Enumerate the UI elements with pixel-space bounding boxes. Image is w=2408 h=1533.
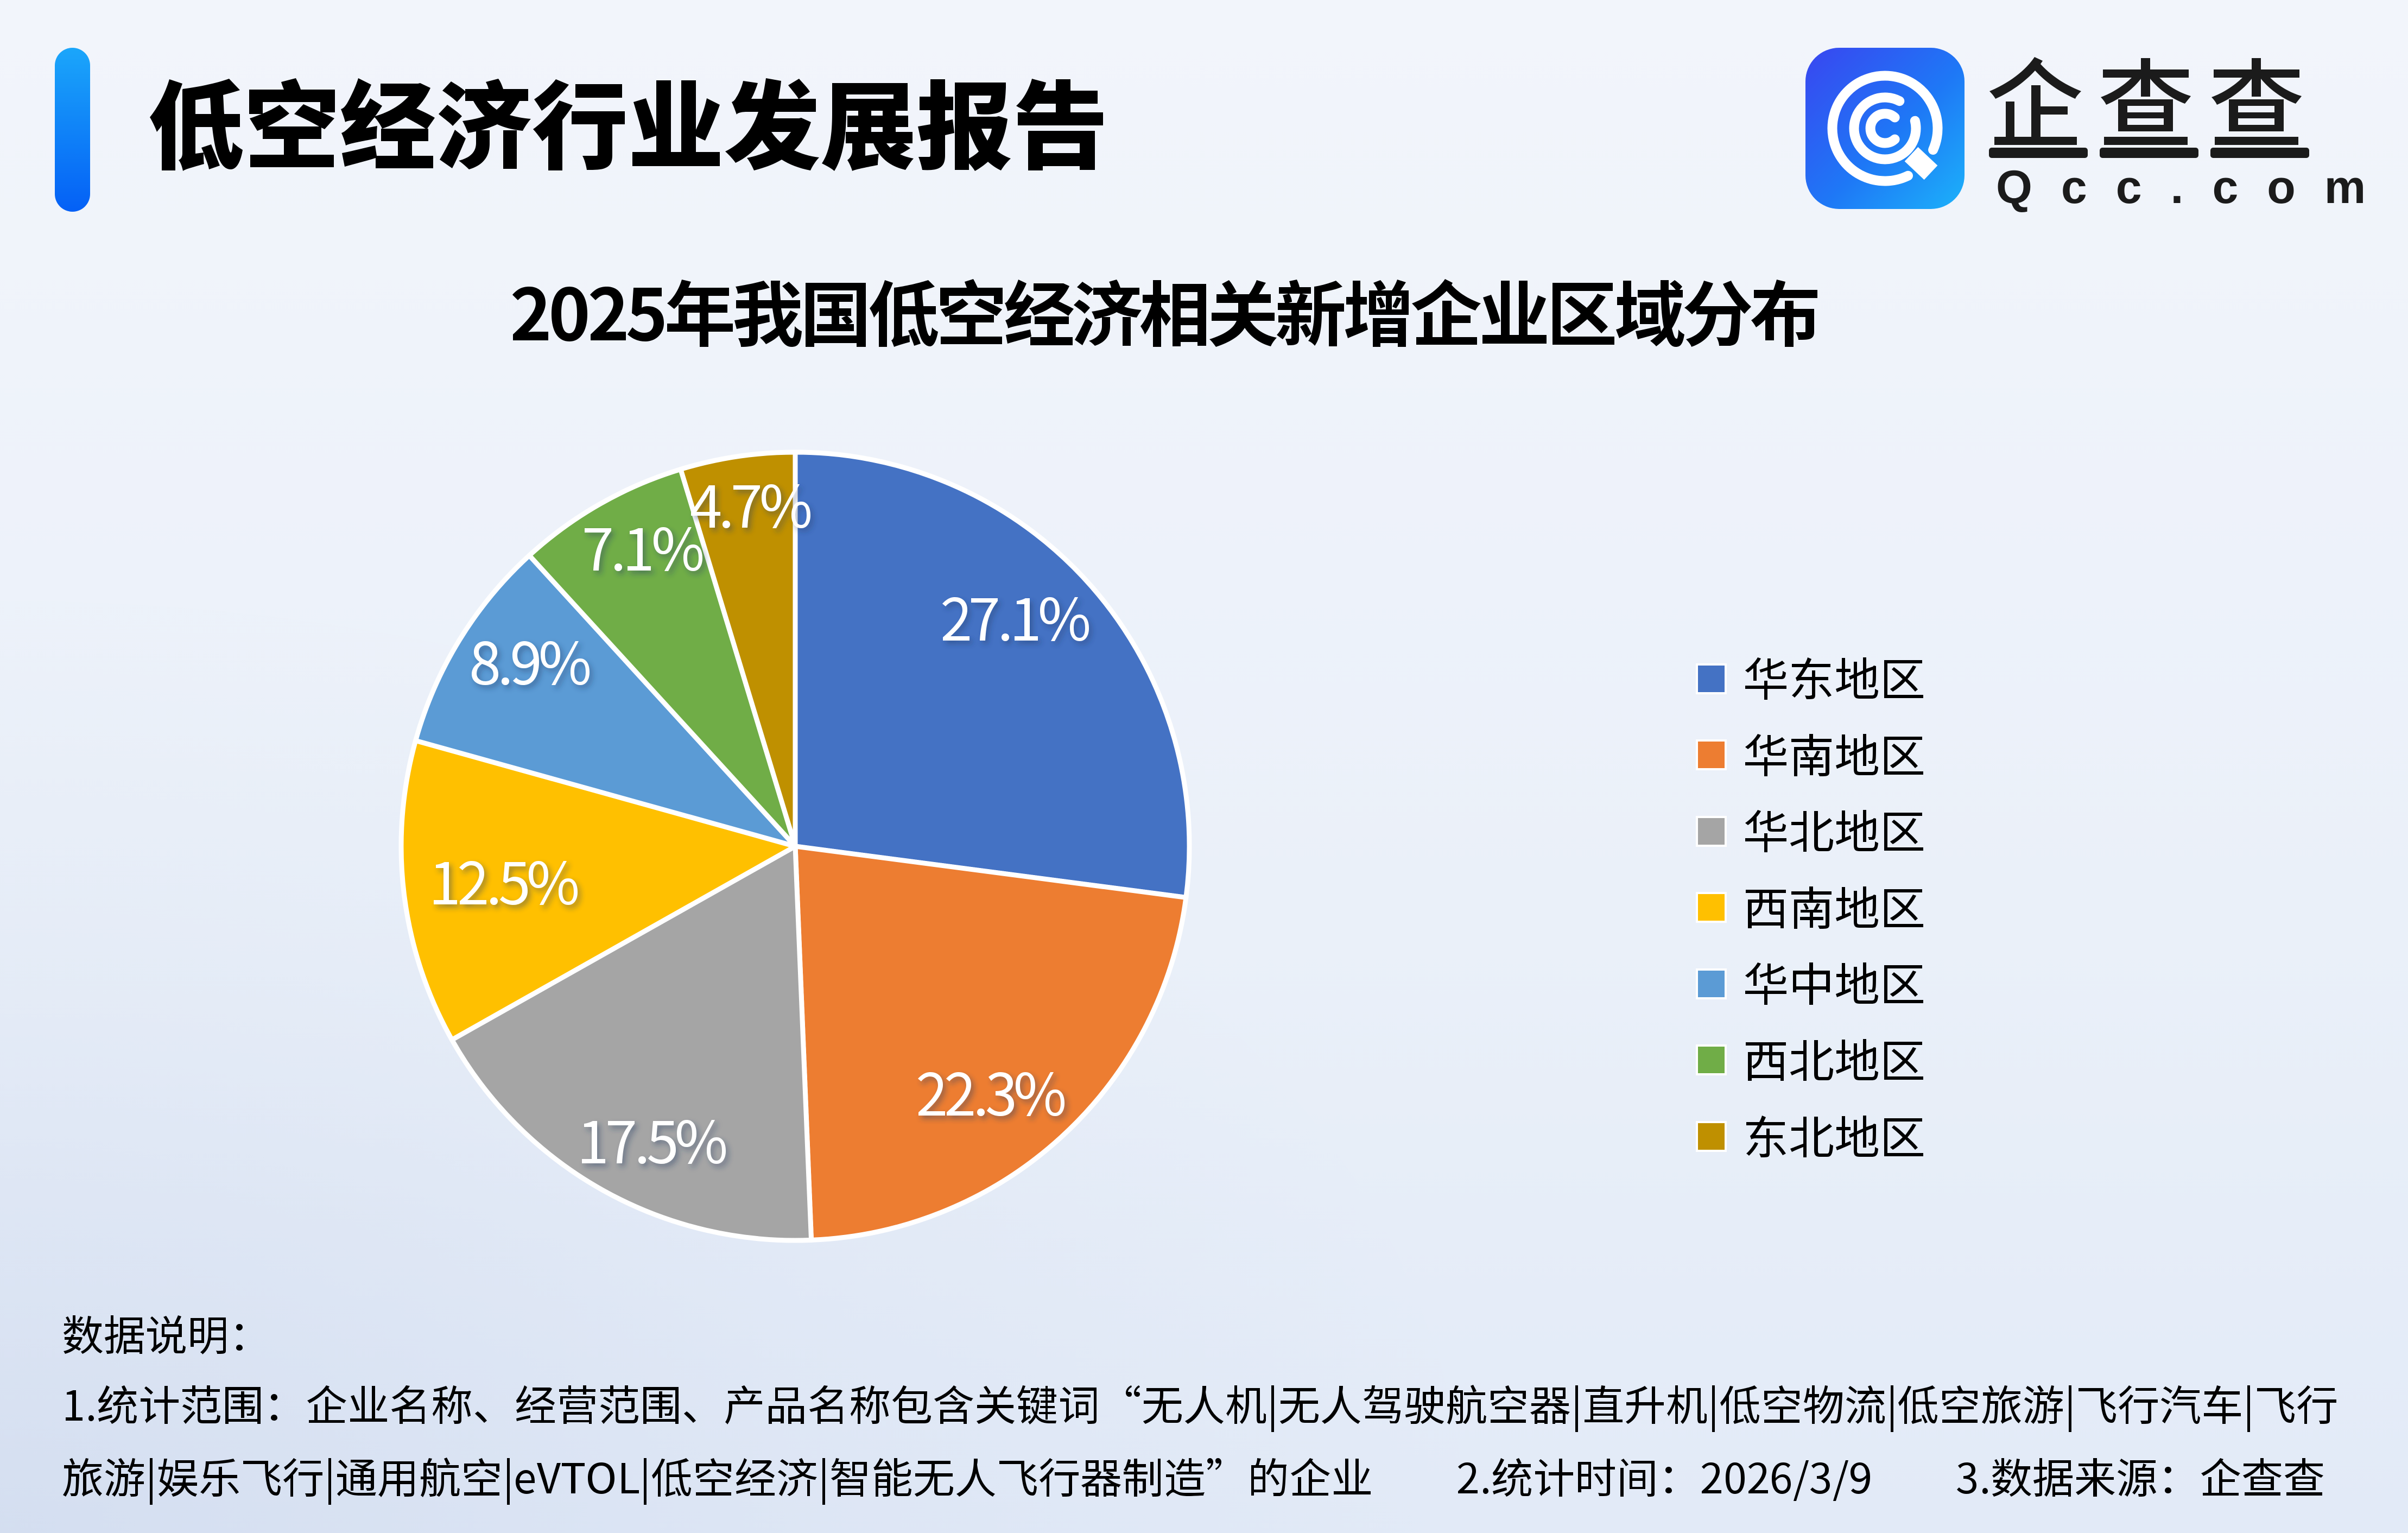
svg-text:Qcc.com: Qcc.com (1996, 161, 2394, 213)
